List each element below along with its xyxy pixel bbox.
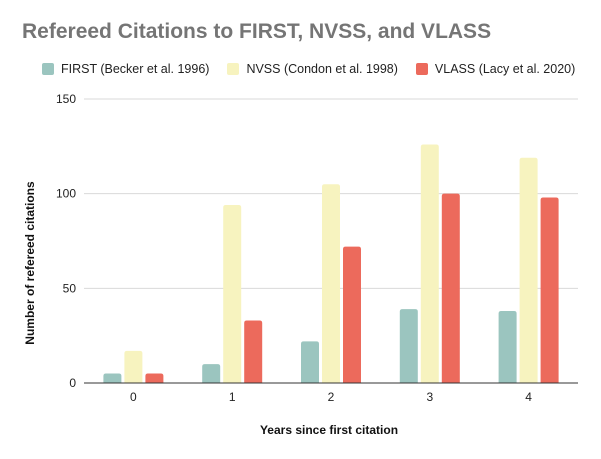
x-tick-label: 3 [426, 390, 433, 404]
bar-vlass-2 [343, 246, 361, 383]
bar-first-1 [202, 364, 221, 383]
y-axis-label: Number of refereed citations [23, 181, 37, 345]
bar-nvss-1 [223, 205, 242, 383]
legend-label-first: FIRST (Becker et al. 1996) [61, 62, 210, 76]
bar-vlass-1 [244, 320, 263, 383]
bar-first-3 [399, 309, 418, 383]
legend-swatch-vlass [415, 63, 428, 75]
y-tick-label: 100 [56, 187, 76, 201]
bar-nvss-4 [519, 157, 538, 383]
x-axis-label: Years since first citation [260, 423, 398, 437]
legend-label-vlass: VLASS (Lacy et al. 2020) [434, 62, 576, 76]
legend: FIRST (Becker et al. 1996) NVSS (Condon … [42, 62, 593, 76]
legend-swatch-nvss [227, 63, 240, 75]
tick-labels: 0 50 100 150 0 1 2 3 4 [56, 92, 532, 404]
chart-title: Refereed Citations to FIRST, NVSS, and V… [22, 20, 492, 43]
legend-item-nvss: NVSS (Condon et al. 1998) [227, 62, 398, 76]
legend-item-first: FIRST (Becker et al. 1996) [42, 62, 209, 76]
bar-first-0 [103, 373, 122, 383]
x-tick-label: 2 [328, 390, 335, 404]
legend-label-nvss: NVSS (Condon et al. 1998) [246, 62, 398, 76]
bar-vlass-3 [441, 193, 460, 383]
bar-first-2 [301, 341, 319, 383]
x-tick-label: 0 [130, 390, 137, 404]
bar-nvss-2 [322, 184, 340, 383]
legend-swatch-first [42, 63, 54, 75]
legend-item-vlass: VLASS (Lacy et al. 2020) [415, 62, 576, 76]
x-tick-label: 1 [229, 390, 236, 404]
bar-first-4 [498, 311, 517, 383]
y-tick-label: 0 [69, 376, 76, 390]
bar-vlass-0 [145, 373, 164, 383]
bar-nvss-0 [124, 350, 143, 383]
y-tick-label: 50 [63, 281, 77, 295]
bars [103, 144, 559, 383]
y-tick-label: 150 [56, 92, 76, 106]
bar-vlass-4 [540, 197, 559, 383]
x-tick-label: 4 [525, 390, 532, 404]
bar-nvss-3 [420, 144, 439, 383]
